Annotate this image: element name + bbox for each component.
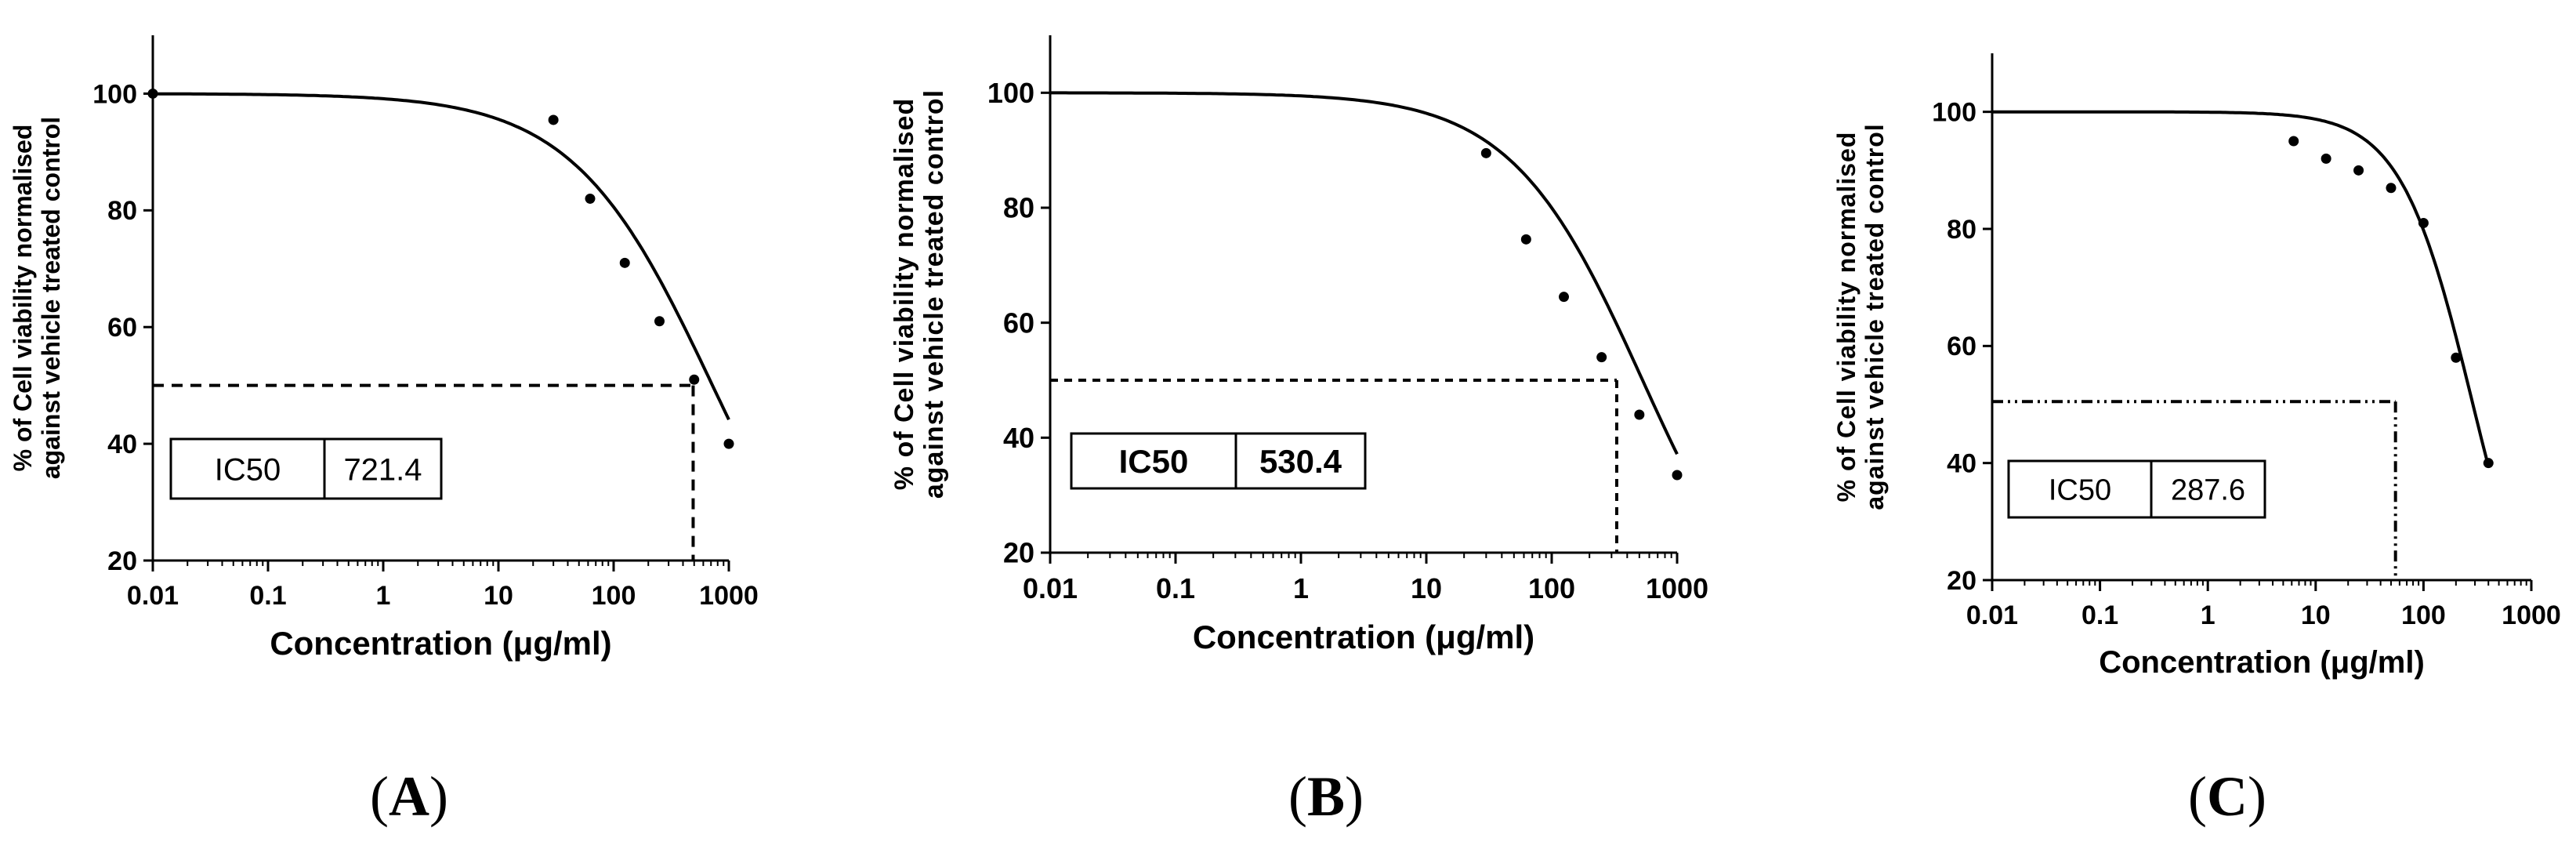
panel-c-chart: 20 40 60 80 100 0.01 0.1 1 10 100 1000 Concentratio…	[1832, 53, 2561, 680]
chart-c-ic50-label: IC50	[2049, 474, 2111, 507]
chart-c-y-axis-title: % of Cell viability normalisedagainst ve…	[1832, 123, 1889, 510]
chart-c-y-tick-label: 40	[1947, 449, 1976, 479]
chart-a-x-tick-label: 1	[376, 581, 391, 611]
chart-a-data-point	[654, 316, 665, 327]
chart-b-x-axis-title: Concentration (μg/ml)	[1193, 619, 1534, 655]
chart-c-fit-curve	[1992, 110, 2491, 467]
chart-a-y-tick-label: 40	[107, 430, 137, 459]
chart-a-y-axis-title: % of Cell viability normalisedagainst ve…	[9, 117, 65, 479]
chart-c-data-point	[2483, 458, 2494, 469]
chart-b-data-point	[1672, 470, 1683, 481]
chart-b-data-point	[1480, 147, 1491, 158]
chart-c-y-tick-label: 100	[1932, 98, 1976, 128]
chart-a-y-axis-title-line: % of Cell viability normalised	[9, 125, 37, 472]
chart-b-y-tick-label: 100	[987, 77, 1034, 109]
chart-a-ic50-label: IC50	[215, 452, 281, 487]
chart-c-x-axis-title: Concentration (μg/ml)	[2099, 645, 2425, 680]
chart-a-fit-curve	[153, 92, 730, 421]
chart-c-y-tick-label: 60	[1947, 332, 1976, 361]
chart-c-y-axis-title-line: against vehicle treated control	[1860, 123, 1889, 510]
chart-a-data-point	[585, 193, 596, 204]
chart-b-y-tick-label: 60	[1003, 307, 1034, 339]
chart-a-x-tick-label: 10	[484, 581, 513, 611]
chart-b-x-tick-label: 10	[1411, 572, 1442, 604]
chart-c-data-point	[2451, 352, 2462, 363]
chart-a-y-tick-label: 20	[107, 546, 137, 576]
chart-a-y-tick-label: 60	[107, 313, 137, 343]
chart-c-y-tick-label: 20	[1947, 566, 1976, 596]
panel-label-a: (A)	[370, 765, 448, 828]
chart-b-fit-curve	[1050, 91, 1679, 455]
chart-c-x-tick-label: 1000	[2502, 600, 2561, 630]
chart-a-ic50-value: 721.4	[343, 452, 422, 487]
chart-b-ic50-label: IC50	[1119, 443, 1189, 480]
chart-a-data-point	[147, 88, 158, 99]
chart-a-data-point	[689, 374, 700, 385]
chart-b-data-point	[1559, 292, 1570, 303]
chart-a-x-axis-title: Concentration (μg/ml)	[270, 625, 611, 662]
chart-c-y-tick-label: 80	[1947, 215, 1976, 245]
chart-b-y-axis-title-line: against vehicle treated control	[919, 89, 949, 499]
chart-c-x-tick-label: 0.01	[1966, 600, 2018, 630]
chart-c-ic50-value: 287.6	[2171, 474, 2245, 507]
chart-c-x-tick-label: 10	[2301, 600, 2331, 630]
chart-c-data-point	[2386, 183, 2397, 194]
chart-c-x-tick-label: 100	[2401, 600, 2446, 630]
chart-c-x-tick-label: 1	[2201, 600, 2216, 630]
chart-b-y-axis-title-line: % of Cell viability normalised	[889, 98, 919, 490]
chart-a-data-point	[619, 257, 630, 268]
chart-b-x-tick-label: 0.01	[1023, 572, 1078, 604]
chart-a-x-tick-label: 1000	[699, 581, 759, 611]
chart-b-data-point	[1634, 409, 1645, 420]
chart-c-data-point	[2353, 165, 2364, 176]
chart-a-ic50-box	[169, 437, 443, 500]
chart-c-data-point	[2288, 136, 2299, 147]
chart-b-ic50-value: 530.4	[1259, 443, 1342, 480]
chart-a-y-axis-title-line: against vehicle treated control	[37, 117, 65, 479]
chart-a-x-tick-label: 0.1	[249, 581, 286, 611]
chart-a-y-tick-label: 80	[107, 196, 137, 226]
panel-label-b: (B)	[1288, 765, 1364, 828]
chart-a-y-tick-label: 100	[92, 79, 137, 109]
chart-b-x-tick-label: 1000	[1646, 572, 1708, 604]
chart-a-x-tick-label: 0.01	[127, 581, 179, 611]
chart-b-y-tick-label: 40	[1003, 422, 1034, 454]
chart-a-data-point	[723, 438, 734, 449]
chart-a-data-point	[548, 114, 559, 125]
panel-a-chart: 20 40 60 80 100 0.01 0.1 1 10 100 1000 Concentratio…	[9, 35, 759, 662]
chart-a-x-tick-label: 100	[592, 581, 636, 611]
chart-b-x-tick-label: 0.1	[1156, 572, 1195, 604]
chart-b-data-point	[1520, 234, 1531, 245]
chart-b-y-axis-title: % of Cell viability normalisedagainst ve…	[889, 89, 949, 499]
chart-c-y-axis-title-line: % of Cell viability normalised	[1832, 132, 1860, 503]
chart-c-ic50-box	[2007, 459, 2266, 519]
panel-label-c: (C)	[2188, 765, 2266, 828]
chart-b-ic50-box	[1070, 432, 1367, 490]
chart-c-x-tick-label: 0.1	[2081, 600, 2118, 630]
chart-c-data-point	[2418, 218, 2429, 229]
chart-b-y-tick-label: 80	[1003, 192, 1034, 224]
chart-b-x-tick-label: 100	[1528, 572, 1575, 604]
chart-b-x-tick-label: 1	[1293, 572, 1309, 604]
chart-b-data-point	[1596, 352, 1607, 363]
panel-b-chart: 20 40 60 80 100 0.01 0.1 1 10 100 1000 Concentratio…	[889, 35, 1708, 655]
chart-b-y-tick-label: 20	[1003, 537, 1034, 569]
chart-c-data-point	[2321, 153, 2331, 164]
